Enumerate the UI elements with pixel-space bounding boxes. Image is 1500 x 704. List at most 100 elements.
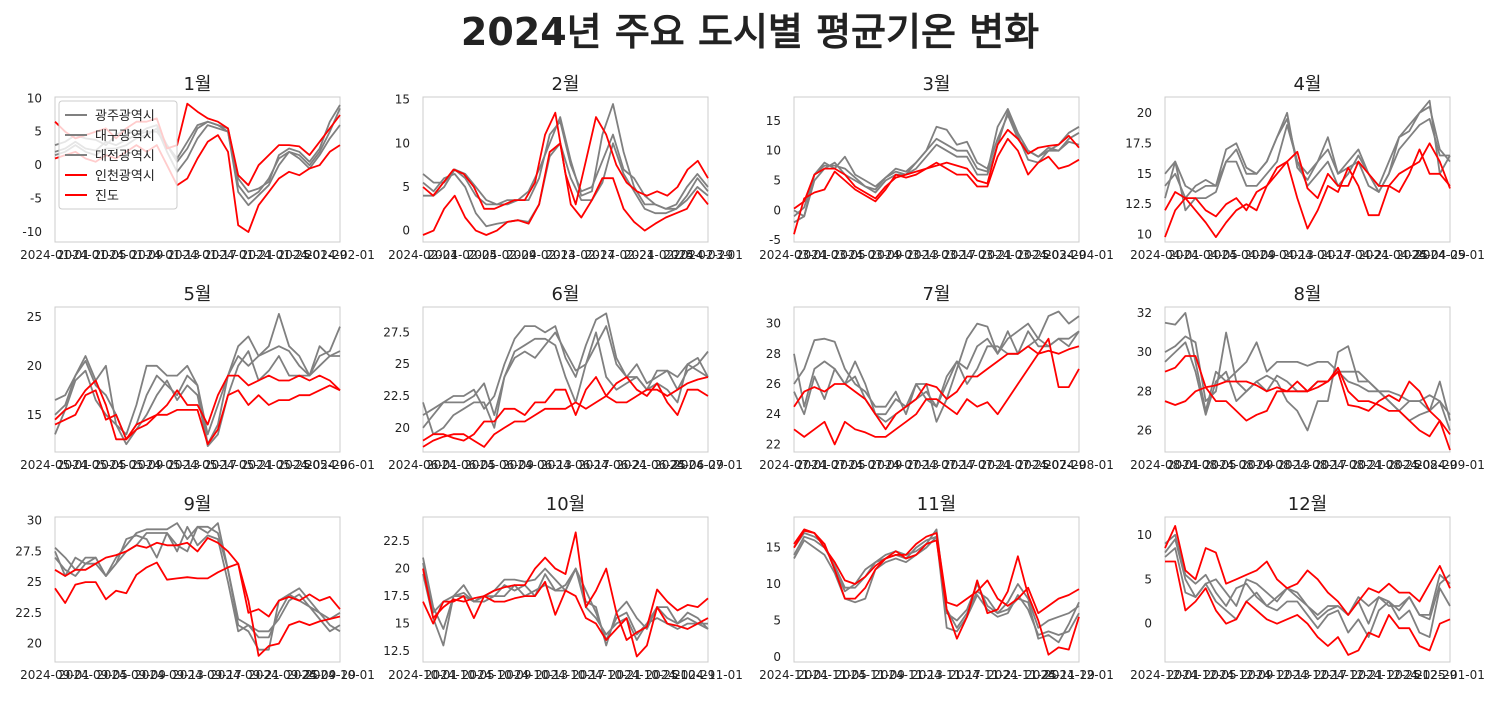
series-line-4 [793,337,1080,446]
y-tick-label: 15 [395,617,410,631]
chart-panel-8: 8월 26 28 30 32 2024-08-012024-08-052024-08-09… [1130,284,1485,472]
legend-label: 광주광역시 [95,109,155,124]
y-tick-label: -5 [30,192,42,206]
x-tick-label: 2024-03-17 [906,248,976,262]
x-tick-label: 2024-04-21 [1320,248,1390,262]
x-tick-label: 2024-06-25 [616,458,686,472]
series-line-5 [422,376,709,442]
series-line-5 [54,537,341,618]
series-line-4 [422,580,709,658]
x-tick-label: 2024-07-13 [869,458,939,472]
y-tick-label: 12.5 [1125,197,1152,211]
x-tick-label: 2024-09-01 [20,668,90,682]
x-tick-label: 2024-05-21 [204,458,274,472]
y-tick-label: 27.5 [383,325,410,339]
x-tick-label: 2024-06-29 [654,458,724,472]
series-line-5 [793,528,1080,615]
series-line-2 [422,312,709,429]
x-tick-label: 2024-02-29 [663,248,733,262]
series-line-5 [793,128,1080,210]
y-tick-label: 10 [395,136,410,150]
y-tick-label: 15 [27,408,42,422]
y-tick-label: 5 [34,125,42,139]
x-tick-label: 2024-12-05 [1167,668,1237,682]
x-tick-label: 2024-12-25 [1351,668,1421,682]
x-tick-label: 2024-07-21 [943,458,1013,472]
x-tick-label: 2024-01-21 [204,248,274,262]
x-tick-label: 2024-03-09 [833,248,903,262]
x-tick-label: 2024-08-25 [1351,458,1421,472]
chart-panel-1: 1월 -10 -5 0 5 10 2024-01-012024-01-052024-01-0… [20,74,375,262]
x-tick-label: 2024-05-25 [241,458,311,472]
x-tick-label: 2024-05-13 [130,458,200,472]
x-tick-label: 2024-08-17 [1277,458,1347,472]
y-tick-label: 0 [402,224,410,238]
y-tick-label: 20 [395,421,410,435]
y-tick-label: 10 [766,144,781,158]
series-line-4 [793,529,1080,656]
x-tick-label: 2024-09-09 [96,668,166,682]
plot-frame [422,306,709,453]
x-tick-label: 2024-01-05 [57,248,127,262]
x-tick-label: 2024-02-21 [585,248,655,262]
x-tick-label: 2024-05-01 [20,458,90,472]
x-tick-label: 2024-01-13 [130,248,200,262]
y-tick-label: 10 [1137,228,1152,242]
x-tick-label: 2024-02-05 [427,248,497,262]
x-tick-label: 2024-04-13 [1244,248,1314,262]
x-tick-label: 2024-12-09 [1204,668,1274,682]
y-tick-label: 30 [766,317,781,331]
x-tick-label: 2024-05-09 [94,458,164,472]
x-tick-label: 2024-05-29 [278,458,348,472]
y-tick-label: 5 [773,613,781,627]
x-tick-label: 2024-11-25 [987,668,1057,682]
series-line-3 [793,330,1080,423]
panel-title: 10월 [546,494,585,515]
y-tick-label: 17.5 [383,589,410,603]
plot-frame [793,96,1080,243]
series-line-1 [1164,99,1451,193]
plot-frame [54,96,341,243]
series-line-4 [793,137,1080,235]
chart-panel-10: 10월12.51517.52022.52024-10-012024-10-052… [383,494,743,682]
y-tick-label: 12.5 [383,644,410,658]
x-tick-label: 2024-01-01 [20,248,90,262]
x-tick-label: 2024-04-09 [1206,248,1276,262]
panel-title: 1월 [183,74,211,95]
panel-title: 7월 [922,284,950,305]
x-tick-label: 2024-12-29 [1388,668,1458,682]
panel-title: 3월 [922,74,950,95]
x-tick-label: 2024-12-01 [1130,668,1200,682]
x-tick-label: 2024-03-01 [759,248,829,262]
x-tick-label: 2024-10-25 [609,668,679,682]
series-line-2 [54,335,340,446]
y-tick-label: 15 [395,93,410,107]
y-tick-label: 28 [1137,384,1152,398]
x-tick-label: 2024-12-21 [1314,668,1384,682]
x-tick-label: 2024-11-09 [835,668,905,682]
series-line-5 [1164,525,1451,616]
y-tick-label: 32 [1137,306,1152,320]
x-tick-label: 2024-08-05 [1167,458,1237,472]
chart-panel-2: 2월0510152024-02-012024-02-052024-02-0920… [388,74,743,262]
legend-label: 대전광역시 [95,149,155,164]
series-line-3 [1164,547,1451,638]
plot-frame [54,306,341,453]
panel-title: 5월 [183,284,211,305]
x-tick-label: 2024-09-29 [286,668,356,682]
x-tick-label: 2024-09-01 [1415,458,1485,472]
x-tick-label: 2024-07-29 [1017,458,1087,472]
y-tick-label: 10 [1137,528,1152,542]
series-line-2 [423,120,709,210]
x-tick-label: 2024-08-01 [1130,458,1200,472]
x-tick-label: 2024-08-13 [1240,458,1310,472]
legend-label: 인천광역시 [95,169,155,184]
plot-frame [1164,306,1451,453]
x-tick-label: 2024-11-13 [873,668,943,682]
x-tick-label: 2024-06-17 [540,458,610,472]
x-tick-label: 2024-04-01 [1044,248,1114,262]
figure-title: 2024년 주요 도시별 평균기온 변화 [461,10,1039,54]
x-tick-label: 2024-09-25 [248,668,318,682]
x-tick-label: 2024-08-09 [1204,458,1274,472]
